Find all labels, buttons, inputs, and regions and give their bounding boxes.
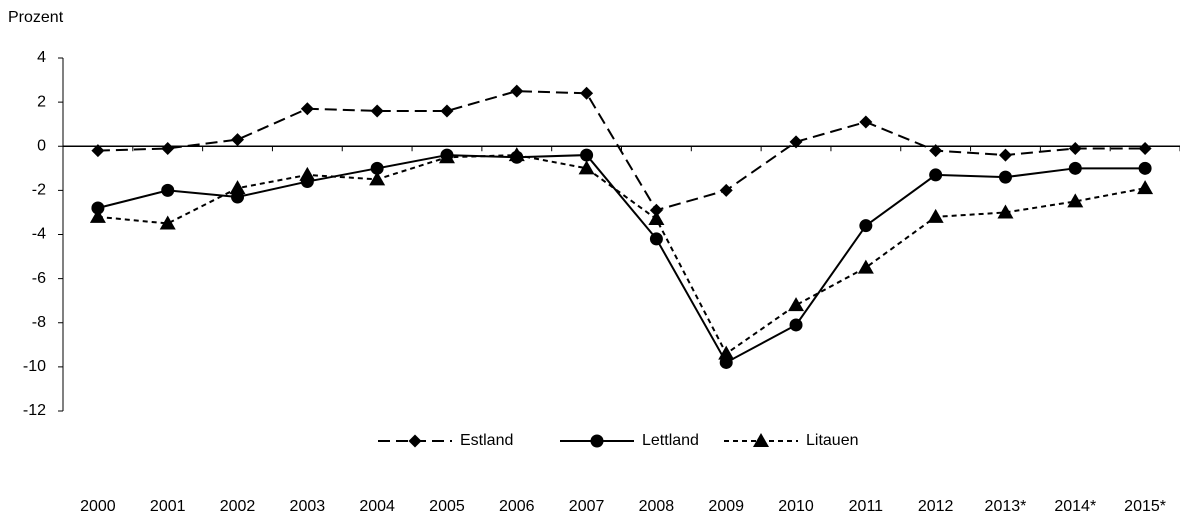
- marker: [438, 149, 455, 164]
- marker: [998, 148, 1012, 162]
- marker: [648, 211, 665, 226]
- x-tick-label: 2000: [80, 498, 116, 515]
- marker: [91, 144, 105, 158]
- x-tick-label: 2013*: [985, 498, 1027, 515]
- marker: [510, 84, 524, 98]
- marker: [440, 104, 454, 118]
- marker: [929, 144, 943, 158]
- marker: [1137, 180, 1154, 195]
- y-tick-label: -12: [23, 402, 46, 419]
- y-tick-label: -4: [32, 226, 46, 243]
- x-tick-label: 2012: [918, 498, 954, 515]
- marker: [370, 161, 384, 175]
- marker: [1138, 141, 1152, 155]
- legend-label: Estland: [460, 432, 513, 449]
- y-tick-label: 2: [37, 93, 46, 110]
- x-tick-label: 2008: [639, 498, 675, 515]
- marker: [408, 434, 422, 448]
- marker: [753, 433, 769, 447]
- marker: [590, 434, 604, 448]
- marker: [91, 201, 105, 215]
- marker: [300, 102, 314, 116]
- marker: [229, 180, 246, 195]
- series-line: [97, 154, 1146, 356]
- marker: [859, 115, 873, 129]
- marker: [1068, 161, 1082, 175]
- y-tick-label: 0: [37, 137, 46, 154]
- y-tick-label: -10: [23, 358, 46, 375]
- x-tick-label: 2001: [150, 498, 186, 515]
- marker: [159, 215, 176, 230]
- legend-label: Lettland: [642, 432, 699, 449]
- marker: [578, 160, 595, 175]
- x-tick-label: 2010: [778, 498, 814, 515]
- legend-label: Litauen: [806, 432, 859, 449]
- marker: [1138, 161, 1152, 175]
- marker: [649, 232, 663, 246]
- marker: [927, 208, 944, 223]
- marker: [719, 183, 733, 197]
- marker: [369, 171, 386, 186]
- x-tick-label: 2009: [708, 498, 744, 515]
- marker: [857, 259, 874, 274]
- y-tick-label: -6: [32, 270, 46, 287]
- marker: [929, 168, 943, 182]
- y-tick-label: -8: [32, 314, 46, 331]
- marker: [580, 86, 594, 100]
- x-tick-label: 2007: [569, 498, 605, 515]
- x-tick-label: 2003: [290, 498, 326, 515]
- marker: [998, 170, 1012, 184]
- marker: [89, 208, 106, 223]
- marker: [649, 203, 663, 217]
- marker: [580, 148, 594, 162]
- marker: [161, 141, 175, 155]
- x-tick-label: 2011: [849, 498, 884, 515]
- series-line: [97, 90, 1146, 212]
- x-tick-label: 2005: [429, 498, 465, 515]
- marker: [718, 345, 735, 360]
- marker: [161, 183, 175, 197]
- marker: [789, 318, 803, 332]
- marker: [859, 219, 873, 233]
- y-axis-label: Prozent: [8, 9, 64, 26]
- x-tick-label: 2002: [220, 498, 256, 515]
- marker: [370, 104, 384, 118]
- marker: [299, 166, 316, 181]
- marker: [788, 297, 805, 312]
- marker: [1067, 193, 1084, 208]
- y-tick-label: -2: [32, 182, 46, 199]
- x-tick-label: 2004: [359, 498, 395, 515]
- marker: [789, 135, 803, 149]
- marker: [1068, 141, 1082, 155]
- marker: [997, 204, 1014, 219]
- x-tick-label: 2006: [499, 498, 535, 515]
- series-line: [97, 154, 1146, 364]
- marker: [231, 133, 245, 147]
- marker: [508, 147, 525, 162]
- x-tick-label: 2014*: [1054, 498, 1096, 515]
- x-tick-label: 2015*: [1124, 498, 1166, 515]
- y-tick-label: 4: [37, 49, 46, 66]
